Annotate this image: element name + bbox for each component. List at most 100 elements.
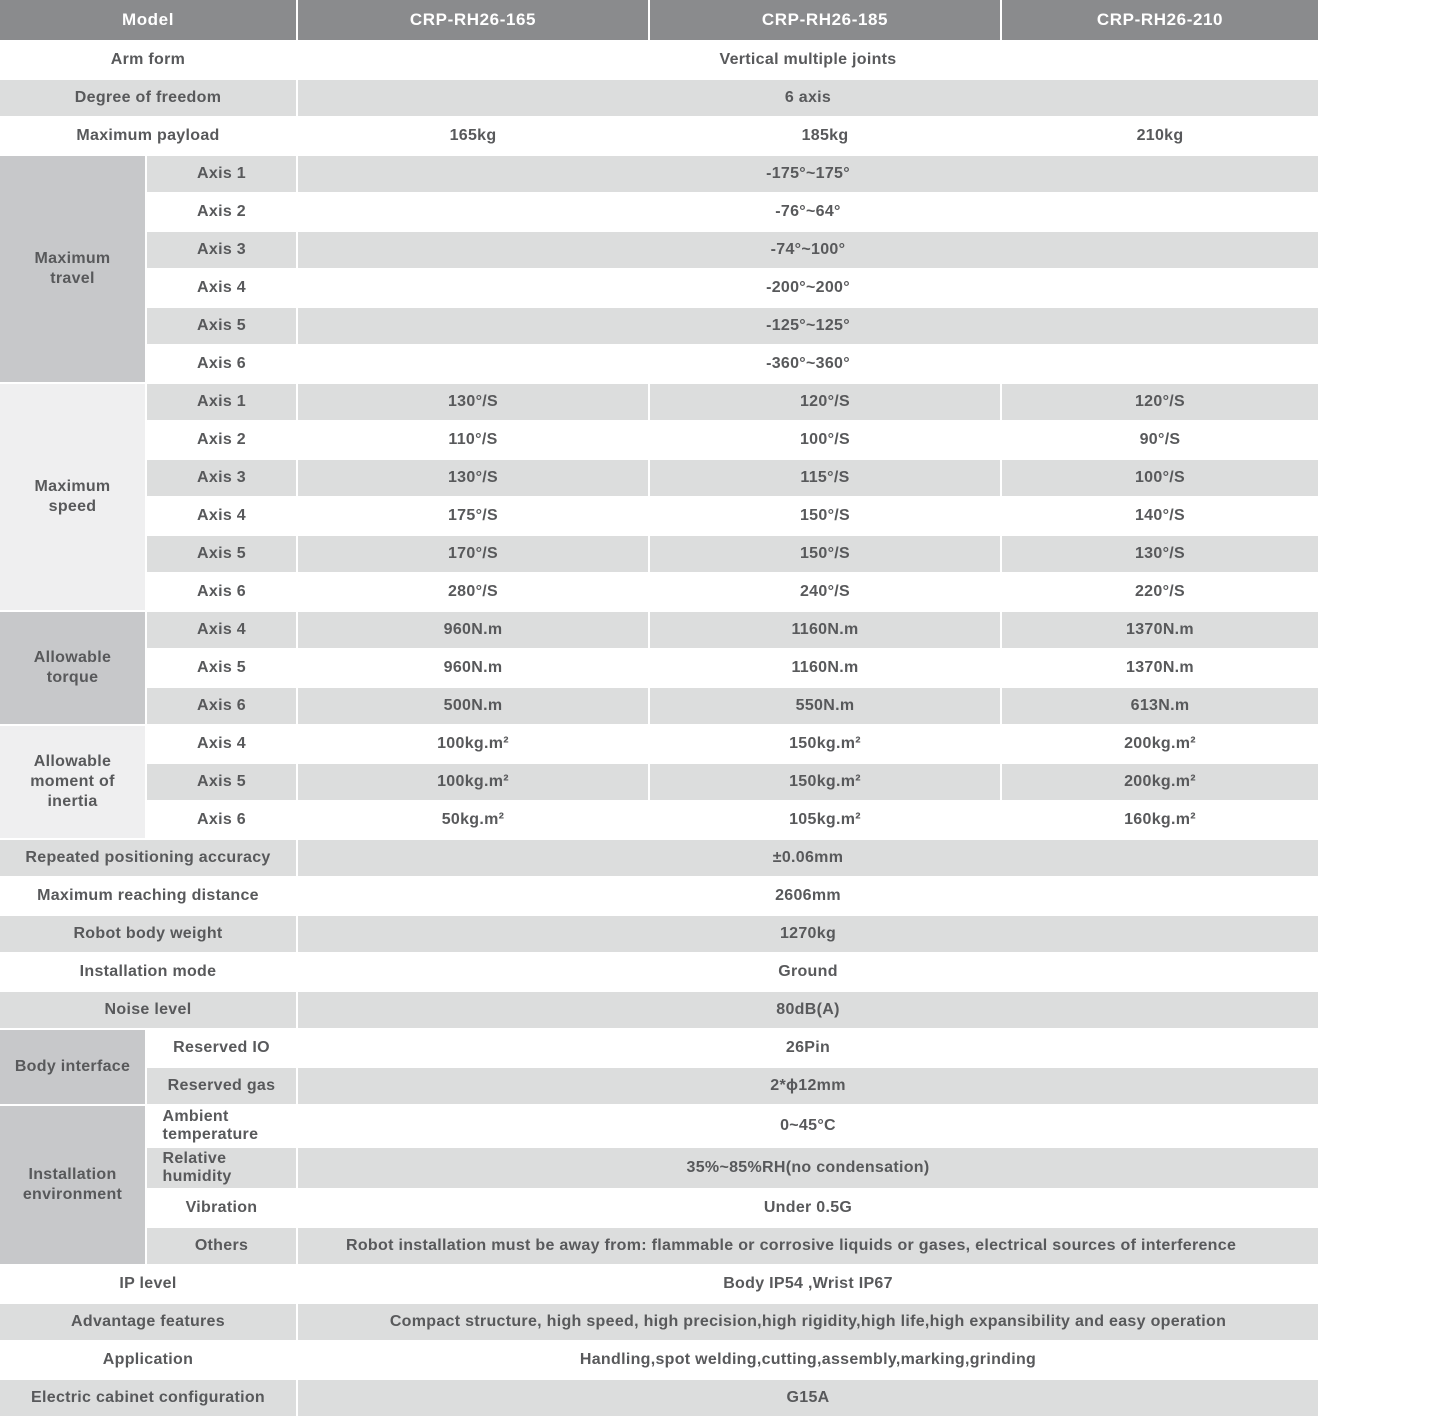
value-crp-rh26-165: 165kg <box>298 118 648 154</box>
table-row: Axis 5 -125°~125° <box>0 308 1318 344</box>
value-span: 0~45°C <box>298 1106 1318 1146</box>
value-crp-rh26-185: 1160N.m <box>650 650 1000 686</box>
value-span: -200°~200° <box>298 270 1318 306</box>
value-crp-rh26-165: 100kg.m² <box>298 726 648 762</box>
sub-label-vibration: Vibration <box>147 1189 296 1226</box>
value-span: 2*ϕ12mm <box>298 1068 1318 1104</box>
table-row: Axis 6 -360°~360° <box>0 346 1318 382</box>
table-row: Application Handling,spot welding,cutting… <box>0 1341 1318 1378</box>
value-crp-rh26-185: 1160N.m <box>650 612 1000 648</box>
value-crp-rh26-165: 170°/S <box>298 536 648 572</box>
table-row: Axis 5 170°/S 150°/S 130°/S <box>0 536 1318 572</box>
sub-label-reserved-gas: Reserved gas <box>147 1068 296 1104</box>
header-model-2: CRP-RH26-185 <box>650 0 1000 40</box>
table-row: Axis 6 500N.m 550N.m 613N.m <box>0 688 1318 724</box>
value-crp-rh26-185: 240°/S <box>650 574 1000 610</box>
value-crp-rh26-185: 120°/S <box>650 384 1000 420</box>
sub-label-axis-6: Axis 6 <box>147 802 296 838</box>
table-row: Relative humidity 35%~85%RH(no condensati… <box>0 1147 1318 1188</box>
table-row: Allowable torque Axis 4 960N.m 1160N.m 1370N… <box>0 612 1318 724</box>
table-row: Axis 3 130°/S 115°/S 100°/S <box>0 460 1318 496</box>
table-row: Arm form Vertical multiple joints <box>0 42 1318 78</box>
table-row: Others Robot installation must be away fr… <box>0 1227 1318 1264</box>
value-span: Compact structure, high speed, high prec… <box>298 1303 1318 1340</box>
sub-label-axis-4: Axis 4 <box>147 498 296 534</box>
value-span: 2606mm <box>298 878 1318 914</box>
row-label-advantage-features: Advantage features <box>0 1303 296 1340</box>
header-row: Model CRP-RH26-165 CRP-RH26-185 CRP-RH26… <box>0 0 1318 40</box>
table-row: Axis 3 -74°~100° <box>0 232 1318 268</box>
row-label-degree-of-freedom: Degree of freedom <box>0 80 296 116</box>
sub-label-axis-3: Axis 3 <box>147 232 296 268</box>
sub-label-others: Others <box>147 1227 296 1264</box>
sub-label-axis-6: Axis 6 <box>147 346 296 382</box>
value-span: G15A <box>298 1379 1318 1416</box>
row-label-application: Application <box>0 1341 296 1378</box>
value-span: Robot installation must be away from: fl… <box>298 1227 1318 1264</box>
value-crp-rh26-210: 90°/S <box>1002 422 1318 458</box>
value-crp-rh26-185: 150°/S <box>650 498 1000 534</box>
sub-label-ambient-temperature: Ambient temperature <box>147 1106 296 1146</box>
value-crp-rh26-165: 960N.m <box>298 612 648 648</box>
value-span: 26Pin <box>298 1030 1318 1066</box>
value-span: -360°~360° <box>298 346 1318 382</box>
table-row: Axis 5 960N.m 1160N.m 1370N.m <box>0 650 1318 686</box>
sub-label-text: Relative humidity <box>162 1149 232 1185</box>
value-crp-rh26-165: 100kg.m² <box>298 764 648 800</box>
value-crp-rh26-165: 130°/S <box>298 384 648 420</box>
table-row: Maximum speed Axis 1 130°/S 120°/S 120°/S <box>0 384 1318 610</box>
value-span: -175°~175° <box>298 156 1318 192</box>
table-row: Installation environment Ambient temperat… <box>0 1106 1318 1264</box>
value-crp-rh26-210: 200kg.m² <box>1002 726 1318 762</box>
table-row: Electric cabinet configuration G15A <box>0 1379 1318 1416</box>
sub-label-axis-5: Axis 5 <box>147 536 296 572</box>
table-row: Axis 2 -76°~64° <box>0 194 1318 230</box>
group-label-allowable-moment-of-inertia: Allowable moment of inertia <box>0 726 145 838</box>
value-crp-rh26-210: 200kg.m² <box>1002 764 1318 800</box>
value-span: -125°~125° <box>298 308 1318 344</box>
sub-label-axis-5: Axis 5 <box>147 308 296 344</box>
value-crp-rh26-185: 150kg.m² <box>650 764 1000 800</box>
value-crp-rh26-165: 280°/S <box>298 574 648 610</box>
value-crp-rh26-185: 150°/S <box>650 536 1000 572</box>
sub-label-axis-1: Axis 1 <box>147 156 296 192</box>
value-span: Under 0.5G <box>298 1189 1318 1226</box>
sub-label-axis-3: Axis 3 <box>147 460 296 496</box>
value-crp-rh26-210: 210kg <box>1002 118 1318 154</box>
group-label-installation-environment: Installation environment <box>0 1106 145 1264</box>
value-span: 1270kg <box>298 916 1318 952</box>
value-crp-rh26-210: 140°/S <box>1002 498 1318 534</box>
value-crp-rh26-185: 185kg <box>650 118 1000 154</box>
value-crp-rh26-185: 105kg.m² <box>650 802 1000 838</box>
sub-label-axis-6: Axis 6 <box>147 688 296 724</box>
group-label-maximum-speed: Maximum speed <box>0 384 145 610</box>
value-span: Ground <box>298 954 1318 990</box>
value-span: -76°~64° <box>298 194 1318 230</box>
group-label-body-interface: Body interface <box>0 1030 145 1104</box>
value-crp-rh26-185: 550N.m <box>650 688 1000 724</box>
value-crp-rh26-210: 220°/S <box>1002 574 1318 610</box>
sub-label-axis-4: Axis 4 <box>147 612 296 648</box>
sub-label-axis-5: Axis 5 <box>147 650 296 686</box>
table-row: Axis 4 175°/S 150°/S 140°/S <box>0 498 1318 534</box>
table-row: Maximum payload 165kg 185kg 210kg <box>0 118 1318 154</box>
table-row: Repeated positioning accuracy ±0.06mm <box>0 840 1318 876</box>
sub-label-axis-2: Axis 2 <box>147 194 296 230</box>
table-row: Axis 2 110°/S 100°/S 90°/S <box>0 422 1318 458</box>
sub-label-text: Ambient temperature <box>162 1108 259 1143</box>
value-crp-rh26-210: 160kg.m² <box>1002 802 1318 838</box>
table-row: Maximum reaching distance 2606mm <box>0 878 1318 914</box>
header-model-3: CRP-RH26-210 <box>1002 0 1318 40</box>
table-row: Vibration Under 0.5G <box>0 1189 1318 1226</box>
table-row: Installation mode Ground <box>0 954 1318 990</box>
value-crp-rh26-210: 100°/S <box>1002 460 1318 496</box>
row-label-noise-level: Noise level <box>0 992 296 1028</box>
group-label-allowable-torque: Allowable torque <box>0 612 145 724</box>
header-model-label: Model <box>0 0 296 40</box>
sub-label-axis-5: Axis 5 <box>147 764 296 800</box>
header-model-1: CRP-RH26-165 <box>298 0 648 40</box>
group-label-maximum-travel: Maximum travel <box>0 156 145 382</box>
value-crp-rh26-210: 120°/S <box>1002 384 1318 420</box>
value-span: 6 axis <box>298 80 1318 116</box>
value-crp-rh26-210: 1370N.m <box>1002 612 1318 648</box>
